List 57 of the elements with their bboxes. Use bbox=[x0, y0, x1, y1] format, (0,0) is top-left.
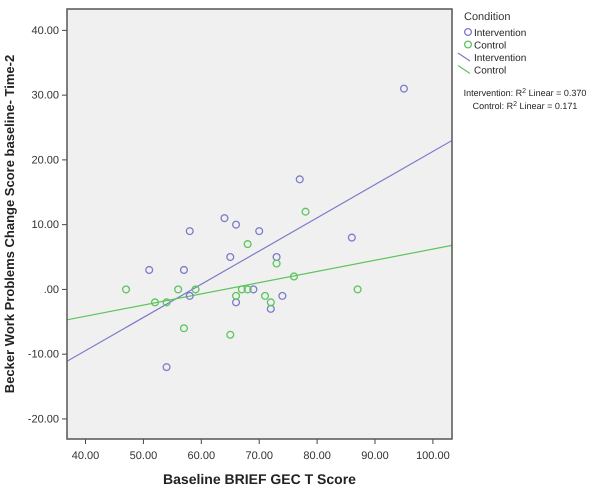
x-axis-title: Baseline BRIEF GEC T Score bbox=[163, 471, 356, 487]
point bbox=[162, 298, 171, 306]
point bbox=[272, 252, 281, 262]
point bbox=[226, 252, 234, 262]
y-tick-label: 20.00 bbox=[31, 154, 59, 166]
point bbox=[244, 285, 252, 294]
point bbox=[186, 227, 194, 236]
point bbox=[220, 214, 229, 222]
y-tick-label: 10.00 bbox=[31, 219, 59, 232]
point bbox=[348, 234, 356, 242]
legend-label: Control bbox=[474, 66, 506, 76]
point bbox=[278, 292, 286, 300]
legend-title: Condition bbox=[464, 11, 510, 23]
x-tick-label: 70.00 bbox=[245, 450, 273, 462]
point bbox=[174, 285, 182, 294]
point bbox=[180, 266, 188, 274]
point bbox=[162, 363, 171, 372]
x-tick-label: 40.00 bbox=[72, 450, 100, 462]
x-tick-label: 50.00 bbox=[130, 450, 158, 462]
point bbox=[260, 292, 270, 300]
legend-label: Intervention bbox=[474, 53, 526, 64]
y-tick-label: -20.00 bbox=[28, 413, 59, 426]
point bbox=[244, 240, 252, 248]
text: Control: R$^{2}$ Linear = 0.171 bbox=[472, 100, 578, 111]
point bbox=[296, 175, 304, 184]
point bbox=[354, 285, 362, 294]
y-tick-label: 30.00 bbox=[31, 90, 59, 102]
point bbox=[266, 298, 275, 306]
point bbox=[232, 298, 240, 306]
x-tick-label: 80.00 bbox=[303, 450, 331, 462]
y-axis-title: Becker Work Problems Change Score baseline- Time-2 bbox=[2, 54, 17, 394]
legend-label: Intervention bbox=[474, 28, 526, 39]
text: Intervention: R$^{2}$ Linear = 0.370 bbox=[464, 88, 586, 98]
legend-label: Control bbox=[474, 40, 506, 52]
point bbox=[238, 285, 246, 294]
y-tick-label: -10.00 bbox=[28, 348, 59, 361]
point bbox=[150, 298, 160, 306]
x-tick-label: 60.00 bbox=[188, 450, 216, 462]
point bbox=[226, 330, 234, 339]
point bbox=[186, 292, 194, 300]
point bbox=[180, 324, 188, 332]
point bbox=[191, 285, 200, 294]
point bbox=[400, 84, 408, 93]
point bbox=[232, 220, 240, 229]
point bbox=[249, 285, 258, 294]
point bbox=[145, 266, 154, 274]
point bbox=[272, 259, 281, 268]
point bbox=[122, 285, 130, 294]
x-tick-label: 90.00 bbox=[361, 450, 389, 462]
y-tick-label: 40.00 bbox=[31, 24, 59, 37]
point bbox=[232, 292, 240, 300]
y-tick-label: .00 bbox=[44, 284, 59, 296]
point bbox=[290, 272, 298, 281]
point bbox=[255, 227, 264, 236]
point bbox=[266, 304, 275, 313]
x-tick-label: 100.00 bbox=[416, 450, 450, 462]
point bbox=[301, 208, 310, 216]
